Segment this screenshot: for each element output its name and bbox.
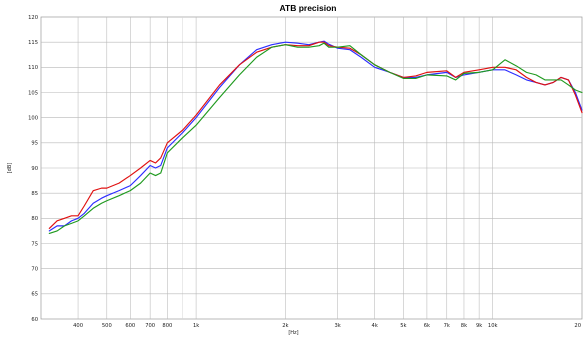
x-tick-label: 1k [193, 323, 199, 329]
x-tick-label: 700 [145, 323, 155, 329]
y-tick-label: 115 [28, 40, 38, 46]
x-tick-label: 600 [125, 323, 135, 329]
y-tick-labels: 60 65 70 75 80 85 90 95 100 105 110 115 120 [28, 15, 38, 323]
y-tick-label: 95 [31, 141, 38, 147]
y-tick-label: 80 [31, 216, 38, 222]
x-tick-label: 8k [461, 323, 467, 329]
y-tick-label: 70 [31, 266, 38, 272]
x-tick-label: 9k [476, 323, 482, 329]
x-tick-label: 7k [444, 323, 450, 329]
x-axis-label: [Hz] [288, 330, 298, 336]
x-tick-label: 3k [334, 323, 340, 329]
x-tick-label: 5k [400, 323, 406, 329]
y-tick-label: 110 [28, 65, 38, 71]
x-tick-label: 400 [73, 323, 83, 329]
x-tick-label: 10k [488, 323, 498, 329]
y-tick-label: 105 [28, 90, 38, 96]
x-tick-label: 500 [102, 323, 112, 329]
y-tick-label: 60 [31, 317, 38, 323]
x-tick-label: 4k [372, 323, 378, 329]
x-tick-label: 800 [162, 323, 172, 329]
y-tick-label: 100 [28, 115, 38, 121]
y-tick-label: 120 [28, 15, 38, 21]
y-tick-label: 75 [31, 241, 38, 247]
series-line-2 [48, 41, 583, 229]
x-tick-label: 6k [424, 323, 430, 329]
x-tick-label: 20 [574, 323, 581, 329]
y-axis-label: [dB] [7, 163, 13, 174]
y-tick-label: 85 [31, 191, 38, 197]
chart-title: ATB precision [280, 3, 337, 13]
series-group [48, 40, 583, 235]
y-tick-label: 90 [31, 166, 38, 172]
x-tick-label: 2k [282, 323, 288, 329]
y-tick-label: 65 [31, 292, 38, 298]
series-line-3 [48, 42, 583, 235]
x-tick-labels: 400 500 600 700 800 1k 2k 3k 4k 5k 6k 7k 8k 9k 10k 20 [73, 323, 581, 329]
